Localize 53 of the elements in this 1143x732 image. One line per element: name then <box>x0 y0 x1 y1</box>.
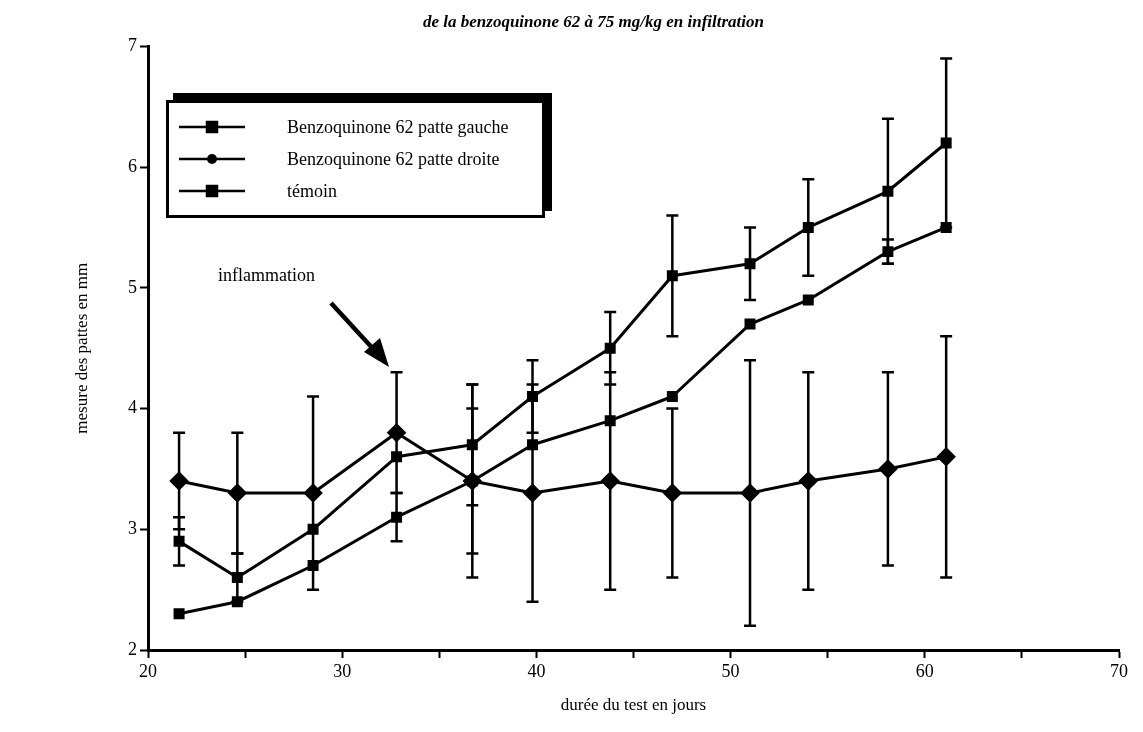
legend-label: témoin <box>287 180 337 202</box>
point <box>940 137 952 149</box>
legend-label: Benzoquinone 62 patte droite <box>287 148 500 170</box>
point <box>882 246 894 258</box>
chart-title: de la benzoquinone 62 à 75 mg/kg en infiltration <box>423 11 764 31</box>
point <box>231 572 243 584</box>
legend-label: Benzoquinone 62 patte gauche <box>287 116 509 138</box>
point <box>387 423 406 442</box>
point <box>802 294 814 306</box>
point <box>604 415 616 427</box>
y-axis-title: mesure des pattes en mm <box>71 262 91 434</box>
annotation: inflammation <box>218 265 315 286</box>
point <box>173 535 185 547</box>
point <box>391 511 403 523</box>
point <box>173 608 185 620</box>
point <box>523 483 542 503</box>
point <box>663 483 682 503</box>
point <box>878 459 898 479</box>
x-tick-label: 70 <box>1110 660 1128 681</box>
point <box>940 221 952 233</box>
point <box>799 471 818 491</box>
y-tick-label: 5 <box>128 276 137 297</box>
point <box>882 185 894 197</box>
point <box>391 451 403 463</box>
point <box>307 523 319 535</box>
point <box>231 596 243 608</box>
point <box>466 439 478 451</box>
x-tick-label: 60 <box>915 660 934 681</box>
y-tick-label: 4 <box>128 397 137 418</box>
point <box>740 483 760 503</box>
x-tick-label: 50 <box>721 660 740 681</box>
x-tick-label: 40 <box>527 660 546 681</box>
point <box>802 221 814 233</box>
x-tick-label: 30 <box>333 660 352 681</box>
point <box>666 391 678 402</box>
point <box>600 471 620 491</box>
point <box>744 258 756 270</box>
x-axis-title: durée du test en jours <box>560 695 707 715</box>
point <box>307 560 319 571</box>
point <box>169 471 189 491</box>
y-tick-label: 7 <box>128 35 137 56</box>
point <box>604 342 616 354</box>
point <box>666 270 678 282</box>
y-tick-label: 2 <box>128 638 137 659</box>
point <box>228 483 247 503</box>
x-tick-label: 20 <box>139 660 157 681</box>
point <box>936 447 956 467</box>
y-tick-label: 6 <box>128 155 137 176</box>
y-tick-label: 3 <box>128 518 137 539</box>
point <box>303 483 323 503</box>
point <box>527 391 539 402</box>
point <box>527 439 539 451</box>
point <box>744 318 756 330</box>
